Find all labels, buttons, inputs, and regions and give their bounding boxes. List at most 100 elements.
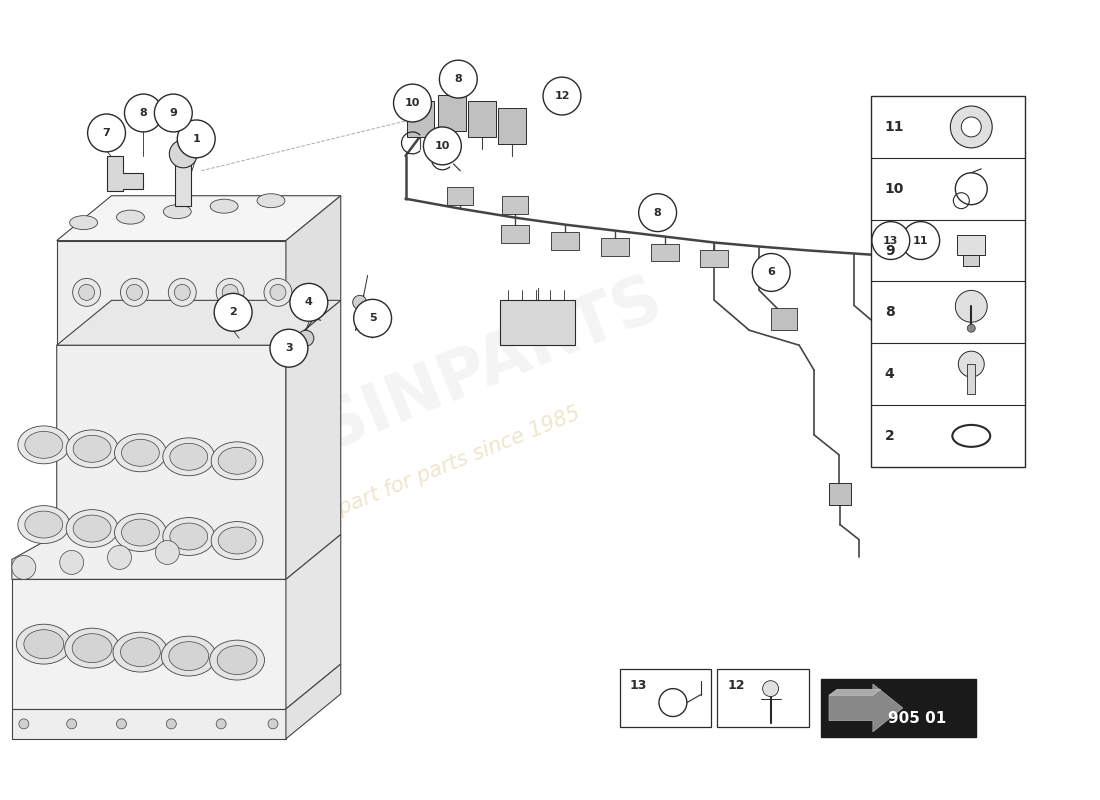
Polygon shape: [286, 664, 341, 739]
Ellipse shape: [16, 624, 72, 664]
Bar: [448, 186, 473, 205]
Ellipse shape: [65, 628, 120, 668]
Ellipse shape: [121, 439, 160, 466]
Circle shape: [217, 719, 227, 729]
Circle shape: [354, 299, 392, 338]
Polygon shape: [107, 156, 143, 190]
Polygon shape: [57, 300, 341, 345]
Text: 13: 13: [629, 679, 647, 692]
Circle shape: [222, 285, 238, 300]
Polygon shape: [57, 241, 286, 345]
Circle shape: [958, 351, 984, 377]
Circle shape: [124, 94, 163, 132]
Ellipse shape: [210, 199, 238, 213]
Bar: [503, 196, 528, 214]
Ellipse shape: [113, 632, 168, 672]
Text: 10: 10: [434, 141, 450, 151]
Text: 9: 9: [884, 243, 894, 258]
Text: 7: 7: [102, 128, 110, 138]
Circle shape: [73, 278, 100, 306]
Ellipse shape: [218, 447, 256, 474]
Ellipse shape: [69, 216, 98, 230]
Text: 905 01: 905 01: [888, 711, 946, 726]
Ellipse shape: [74, 435, 111, 462]
Ellipse shape: [257, 194, 285, 208]
Bar: [771, 308, 797, 330]
Circle shape: [955, 290, 987, 322]
Text: 11: 11: [913, 235, 928, 246]
Circle shape: [902, 222, 939, 259]
Circle shape: [270, 330, 308, 367]
Polygon shape: [829, 684, 903, 732]
Circle shape: [270, 285, 286, 300]
Ellipse shape: [217, 646, 257, 674]
Circle shape: [264, 278, 292, 306]
Ellipse shape: [74, 515, 111, 542]
Circle shape: [543, 77, 581, 115]
Text: 2: 2: [884, 429, 894, 443]
Text: a part for parts since 1985: a part for parts since 1985: [318, 403, 583, 526]
Ellipse shape: [66, 510, 118, 547]
Circle shape: [353, 295, 366, 310]
Bar: [551, 231, 579, 250]
Text: 2: 2: [229, 307, 236, 318]
Circle shape: [967, 324, 976, 332]
Bar: [701, 250, 728, 267]
Text: ELSINPARTS: ELSINPARTS: [228, 265, 672, 495]
Ellipse shape: [18, 506, 69, 543]
Bar: [829, 482, 851, 505]
Circle shape: [950, 106, 992, 148]
Circle shape: [168, 278, 196, 306]
Bar: [498, 108, 526, 144]
Circle shape: [177, 120, 216, 158]
Ellipse shape: [25, 431, 63, 458]
Circle shape: [155, 541, 179, 565]
Text: 8: 8: [454, 74, 462, 84]
Polygon shape: [12, 579, 286, 709]
Text: 8: 8: [653, 208, 661, 218]
Circle shape: [166, 719, 176, 729]
Circle shape: [439, 60, 477, 98]
Bar: [502, 225, 529, 242]
Circle shape: [290, 283, 328, 322]
Text: 13: 13: [883, 235, 899, 246]
Polygon shape: [286, 534, 341, 709]
Polygon shape: [286, 300, 341, 579]
Ellipse shape: [73, 634, 112, 662]
Ellipse shape: [114, 434, 166, 472]
Text: 3: 3: [285, 343, 293, 353]
Text: 11: 11: [884, 120, 904, 134]
Bar: [619, 669, 712, 727]
Text: 8: 8: [884, 306, 894, 319]
Circle shape: [121, 278, 148, 306]
Ellipse shape: [163, 438, 214, 476]
Ellipse shape: [163, 205, 191, 218]
Bar: [650, 243, 679, 262]
Bar: [964, 254, 979, 266]
Polygon shape: [57, 196, 341, 241]
Polygon shape: [175, 161, 191, 206]
Ellipse shape: [218, 527, 256, 554]
Bar: [407, 101, 434, 137]
Text: 4: 4: [305, 298, 312, 307]
Text: 12: 12: [727, 679, 745, 692]
Ellipse shape: [163, 518, 214, 555]
Text: 10: 10: [405, 98, 420, 108]
Circle shape: [752, 254, 790, 291]
Bar: [821, 679, 976, 737]
Circle shape: [59, 550, 84, 574]
Circle shape: [126, 285, 142, 300]
Ellipse shape: [24, 630, 64, 658]
Circle shape: [12, 555, 36, 579]
Bar: [439, 95, 466, 131]
Circle shape: [67, 719, 77, 729]
Text: 12: 12: [554, 91, 570, 101]
Ellipse shape: [211, 522, 263, 559]
Bar: [500, 300, 575, 345]
Ellipse shape: [18, 426, 69, 464]
Circle shape: [169, 140, 197, 168]
Ellipse shape: [25, 511, 63, 538]
Polygon shape: [286, 196, 341, 345]
Bar: [871, 96, 1025, 466]
Circle shape: [268, 719, 278, 729]
